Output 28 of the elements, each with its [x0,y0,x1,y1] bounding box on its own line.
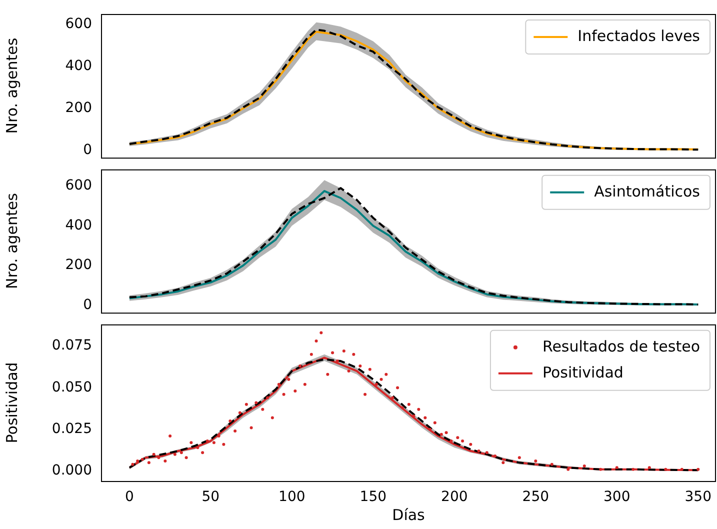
x-tick-label: 50 [202,489,220,506]
y-tick-label: 400 [65,217,92,234]
y-tick-label: 400 [65,58,92,74]
x-axis-title: Días [392,506,426,524]
legend-label: Positividad [542,363,624,382]
y-tick-label: 0.075 [52,338,92,354]
x-tick-label: 250 [522,489,550,506]
y-tick-label: 200 [65,257,92,274]
legend-label: Asintomáticos [594,182,700,200]
y-tick-label: 600 [65,178,92,194]
y-axis-title: Positividad [2,362,21,444]
y-tick-label: 0.000 [52,462,92,479]
y-tick-label: 0 [83,142,92,158]
x-tick-label: 0 [124,489,134,506]
legend-label: Infectados leves [578,26,700,45]
y-axis-title: Nro. agentes [2,38,21,134]
y-tick-label: 0.025 [52,420,92,437]
y-axis-title: Nro. agentes [2,192,21,289]
y-tick-label: 0 [83,296,92,313]
x-tick-label: 100 [278,489,306,506]
legend-label: Resultados de testeo [542,337,700,356]
x-tick-label: 150 [360,489,387,506]
x-tick-label: 350 [684,489,712,506]
y-tick-label: 200 [65,100,92,116]
y-tick-label: 0.050 [52,379,92,396]
x-tick-label: 300 [604,489,630,506]
y-tick-label: 600 [65,16,92,32]
x-tick-label: 200 [441,489,468,506]
